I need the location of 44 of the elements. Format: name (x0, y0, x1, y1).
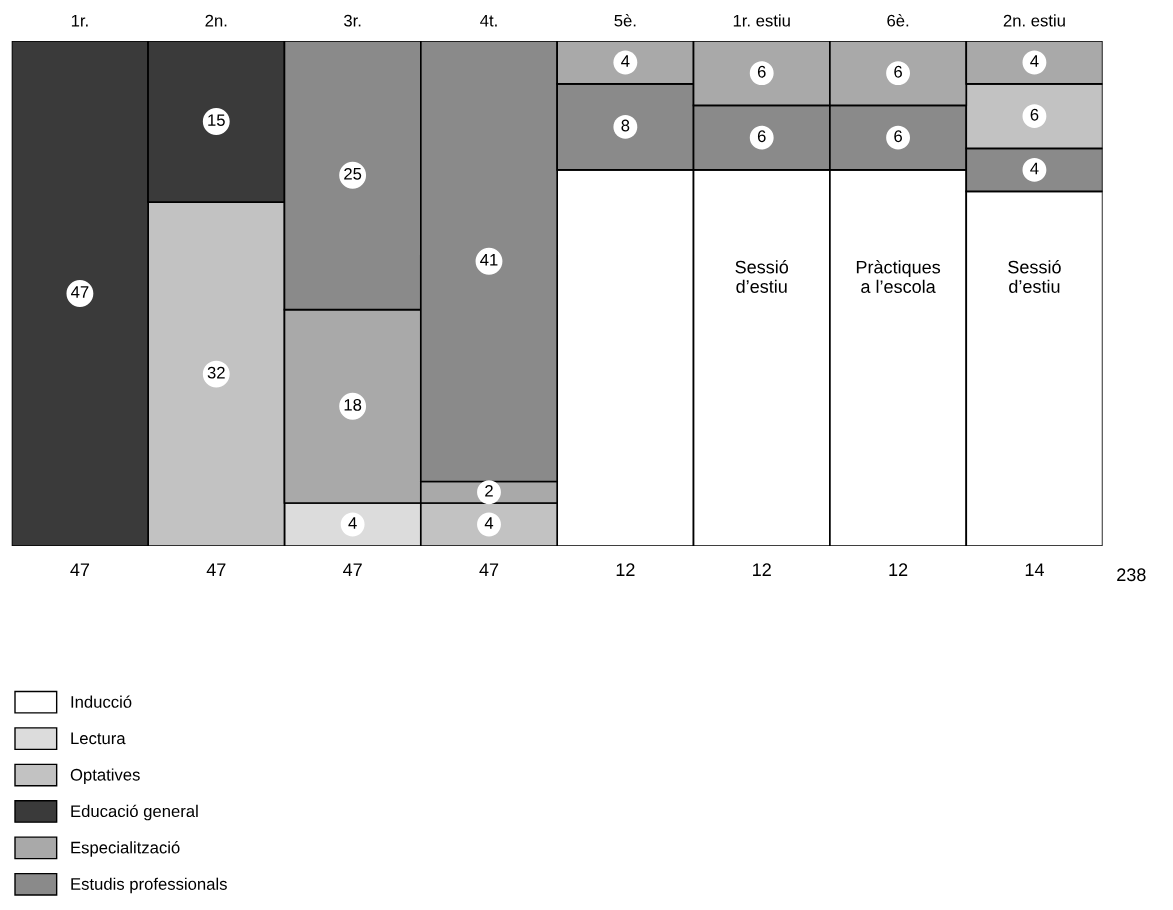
legend-label: Especialització (71, 841, 180, 857)
text: 14 (1025, 563, 1044, 576)
data-label: 6 (1030, 108, 1039, 121)
text: 12 (616, 563, 635, 576)
x-tick-label: 6è. (887, 14, 909, 27)
text: 47 (343, 563, 362, 576)
text: 47 (206, 563, 226, 576)
legend-label: Inducció (71, 695, 132, 708)
annotation: Sessió d’estiu (1008, 259, 1061, 293)
data-label: 4 (621, 55, 630, 67)
legend-label: Estudis professionals (71, 877, 227, 894)
x-tick-label: 2n. estiu (1003, 14, 1065, 27)
legend-label: Educació general (71, 804, 198, 821)
x-tick-label: 5è. (614, 14, 636, 27)
annotation: Pràctiques a l’escola (856, 260, 941, 293)
data-label: 15 (208, 114, 225, 127)
data-label: 25 (344, 167, 362, 180)
data-label: 18 (344, 398, 362, 411)
data-label: 4 (484, 517, 494, 529)
text: 12 (889, 563, 908, 576)
data-label: 8 (621, 119, 630, 132)
legend-label: Optatives (70, 768, 140, 784)
data-label: 4 (1030, 55, 1039, 67)
data-label: 2 (485, 484, 493, 497)
data-label: 6 (757, 130, 766, 143)
x-tick-label: 4t. (480, 14, 497, 27)
text: 47 (70, 563, 90, 576)
text: 238 (1117, 568, 1146, 582)
text: 12 (753, 563, 771, 576)
x-tick-label: 1r. (71, 14, 88, 27)
x-tick-label: 2n. (205, 14, 227, 27)
data-label: 4 (1030, 162, 1039, 175)
data-label: 47 (71, 286, 89, 298)
annotation: Sessió d’estiu (735, 259, 789, 293)
data-label: 6 (894, 130, 902, 143)
x-tick-label: 3r. (344, 14, 361, 27)
data-label: 6 (757, 65, 766, 78)
data-label: 4 (348, 517, 357, 529)
legend-label: Lectura (71, 732, 126, 745)
data-label: 41 (480, 254, 498, 266)
data-label: 32 (207, 366, 225, 379)
x-tick-label: 1r. estiu (733, 14, 790, 27)
text: 47 (479, 563, 499, 576)
data-label: 6 (894, 65, 902, 78)
